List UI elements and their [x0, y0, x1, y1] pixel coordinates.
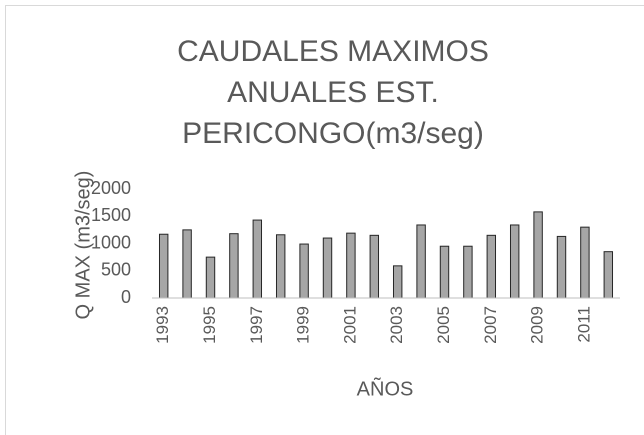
bar [439, 245, 450, 299]
x-tick-label: 1999 [294, 306, 313, 344]
bar [275, 234, 286, 299]
bar [346, 232, 356, 299]
bar [416, 224, 426, 299]
bar [580, 226, 590, 299]
x-tick-label: 1997 [247, 306, 266, 344]
bar [556, 235, 567, 299]
y-tick-label: 1000 [91, 232, 131, 252]
x-axis-label: AÑOS [357, 376, 414, 400]
bar [369, 234, 380, 299]
y-tick-label: 0 [121, 287, 131, 307]
chart-title: PERICONGO(m3/seg) [182, 117, 484, 150]
bar [463, 245, 473, 299]
x-tick-label: 2001 [340, 306, 359, 344]
y-tick-label: 1500 [91, 205, 131, 225]
y-tick-label: 2000 [91, 178, 131, 198]
x-tick-label: 1993 [153, 306, 172, 344]
x-tick-label: 2011 [574, 306, 593, 343]
bar [322, 237, 333, 299]
bar [205, 256, 216, 299]
y-tick-label: 500 [101, 260, 131, 280]
bar [252, 219, 263, 299]
y-axis-label: Q MAX (m3/seg) [72, 171, 94, 320]
bar [486, 234, 497, 299]
chart-title: CAUDALES MAXIMOS [177, 35, 489, 68]
bar [509, 224, 520, 299]
x-tick-label: 1995 [200, 306, 219, 344]
bar [299, 243, 309, 299]
bar [533, 211, 543, 299]
chart-title: ANUALES EST. [227, 76, 439, 109]
bar [182, 229, 192, 299]
bar [603, 251, 614, 299]
bar [229, 233, 239, 299]
bar [392, 265, 403, 299]
x-tick-label: 2007 [481, 306, 500, 344]
x-tick-label: 2003 [387, 306, 406, 344]
bar [158, 233, 169, 299]
x-tick-label: 2005 [434, 306, 453, 344]
x-tick-label: 2009 [528, 306, 547, 344]
